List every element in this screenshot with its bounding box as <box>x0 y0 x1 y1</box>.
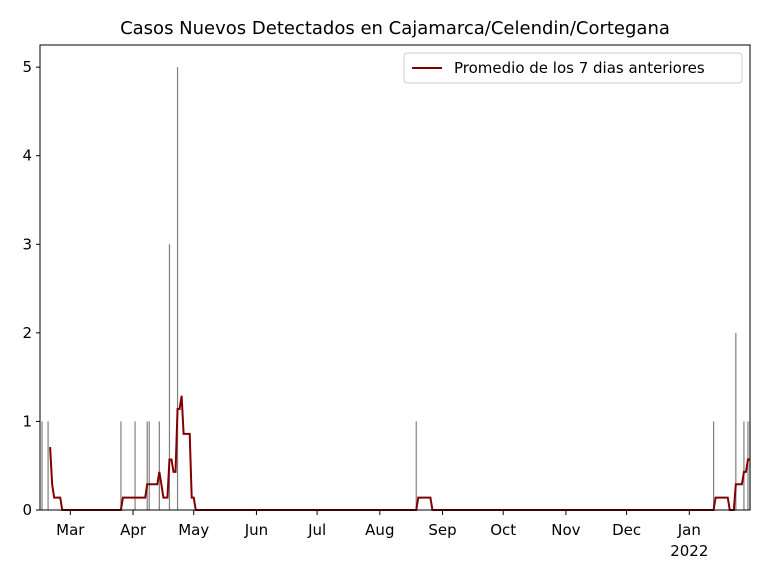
bar <box>41 421 43 510</box>
chart-title: Casos Nuevos Detectados en Cajamarca/Cel… <box>120 18 670 39</box>
y-tick-label: 1 <box>22 412 32 430</box>
y-tick-label: 0 <box>22 501 32 519</box>
x-tick-label: Sep <box>428 521 456 539</box>
bar <box>148 421 150 510</box>
x-tick-label: Aug <box>365 521 394 539</box>
plot-frame <box>39 44 751 511</box>
x-tick-label: Jul <box>307 521 326 539</box>
legend-label: Promedio de los 7 dias anteriores <box>454 59 705 77</box>
y-tick-label: 4 <box>22 147 32 165</box>
bar <box>47 421 49 510</box>
x-tick-label: Jan 2022 <box>670 521 708 560</box>
x-tick-label: Mar <box>56 521 85 539</box>
bar <box>120 421 122 510</box>
line <box>49 395 750 511</box>
bar <box>146 421 148 510</box>
bar <box>176 67 179 511</box>
legend-box <box>403 52 743 84</box>
bar <box>735 332 737 510</box>
bar <box>415 421 417 510</box>
x-tick-label: Apr <box>120 521 147 539</box>
bar <box>743 421 745 510</box>
y-tick-label: 2 <box>22 324 32 342</box>
x-tick-label: Dec <box>612 521 641 539</box>
x-tick-label: May <box>178 521 209 539</box>
x-tick-label: Nov <box>551 521 580 539</box>
bar <box>158 421 160 510</box>
y-tick-label: 3 <box>22 235 32 253</box>
y-tick-label: 5 <box>22 58 32 76</box>
bar <box>134 421 136 510</box>
x-tick-label: Oct <box>490 521 516 539</box>
x-tick-label: Jun <box>244 521 268 539</box>
bar <box>712 421 715 510</box>
bar <box>168 244 171 511</box>
